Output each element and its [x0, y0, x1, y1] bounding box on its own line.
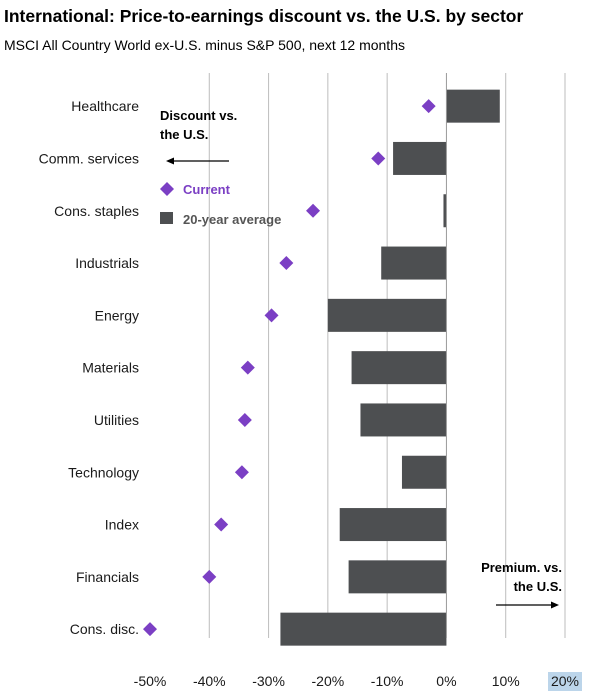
category-label-healthcare: Healthcare	[71, 98, 139, 114]
bar-industrials	[381, 246, 447, 280]
legend-current-diamond	[160, 182, 174, 196]
discount-annotation: Discount vs. the U.S.	[160, 108, 237, 165]
x-tick-7: 20%	[551, 673, 579, 689]
bar-utilities	[360, 403, 447, 437]
x-tick-5: 0%	[436, 673, 456, 689]
chart-title: International: Price-to-earnings discoun…	[4, 6, 524, 26]
point-energy	[264, 308, 279, 323]
legend-average-swatch	[160, 212, 173, 224]
category-label-technology: Technology	[68, 464, 139, 480]
x-tick-labels: -50% -40% -30% -20% -10% 0% 10% 20%	[134, 672, 582, 691]
x-tick-3: -20%	[312, 673, 345, 689]
bar-healthcare	[446, 89, 500, 123]
category-label-utilities: Utilities	[94, 412, 139, 428]
bar-cons-staples	[443, 194, 447, 228]
bar-technology	[401, 455, 447, 489]
bar-comm-services	[393, 141, 447, 175]
x-tick-0: -50%	[134, 673, 167, 689]
category-label-materials: Materials	[82, 360, 139, 376]
discount-line-1: Discount vs.	[160, 108, 237, 123]
bars	[280, 89, 500, 646]
point-utilities	[237, 412, 252, 427]
category-label-cons-disc: Cons. disc.	[70, 621, 139, 637]
tick-highlight	[548, 672, 582, 691]
left-arrow	[166, 157, 229, 165]
right-arrow	[496, 601, 559, 609]
legend: Current 20-year average	[160, 182, 281, 227]
point-technology	[234, 465, 249, 480]
discount-line-2: the U.S.	[160, 127, 208, 142]
category-label-index: Index	[105, 517, 139, 533]
category-label-cons-staples: Cons. staples	[54, 203, 139, 219]
premium-annotation: Premium. vs. the U.S.	[481, 560, 562, 609]
bar-energy	[327, 298, 447, 332]
x-tick-2: -30%	[252, 673, 285, 689]
point-materials	[240, 360, 255, 375]
chart-subtitle: MSCI All Country World ex-U.S. minus S&P…	[4, 37, 405, 53]
bar-financials	[348, 560, 447, 594]
point-cons-disc	[143, 622, 157, 637]
point-industrials	[279, 256, 294, 271]
current-points	[143, 99, 436, 637]
point-financials	[202, 569, 217, 584]
category-labels: Healthcare Comm. services Cons. staples Ind…	[39, 98, 140, 637]
category-label-industrials: Industrials	[75, 255, 139, 271]
point-healthcare	[421, 99, 436, 114]
bar-materials	[351, 351, 447, 385]
point-cons-staples	[306, 203, 321, 218]
x-tick-1: -40%	[193, 673, 226, 689]
point-index	[214, 517, 229, 532]
premium-line-2: the U.S.	[514, 579, 562, 594]
premium-line-1: Premium. vs.	[481, 560, 562, 575]
category-label-energy: Energy	[95, 307, 139, 323]
gridlines	[208, 73, 566, 638]
x-tick-6: 10%	[492, 673, 520, 689]
bar-index	[339, 508, 447, 542]
category-label-financials: Financials	[76, 569, 139, 585]
x-tick-4: -10%	[371, 673, 404, 689]
category-label-comm-services: Comm. services	[39, 150, 139, 166]
bar-cons-disc	[280, 612, 447, 646]
legend-current-label: Current	[183, 182, 231, 197]
point-comm-services	[371, 151, 386, 166]
legend-average-label: 20-year average	[183, 212, 281, 227]
